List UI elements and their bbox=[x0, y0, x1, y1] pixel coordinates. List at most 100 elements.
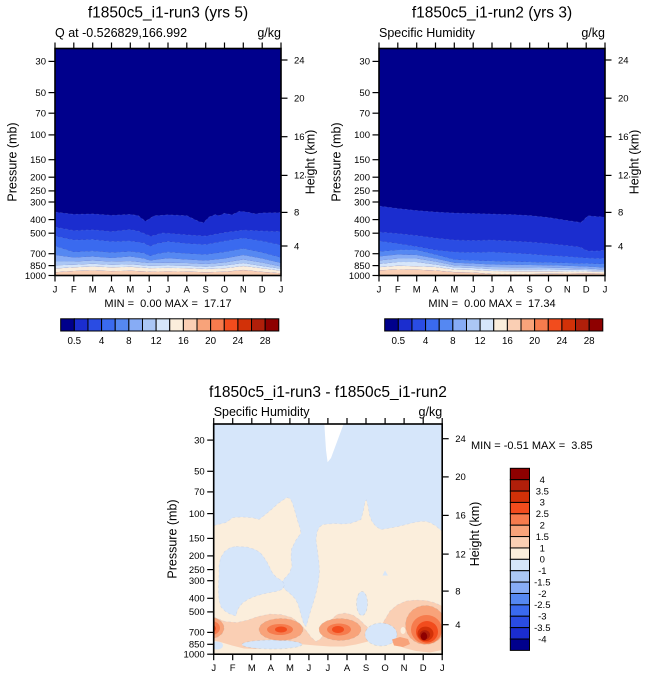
svg-text:O: O bbox=[221, 285, 228, 296]
svg-text:D: D bbox=[420, 663, 427, 674]
svg-text:J: J bbox=[53, 285, 58, 296]
svg-text:850: 850 bbox=[30, 261, 46, 272]
svg-text:F: F bbox=[230, 663, 236, 674]
svg-text:O: O bbox=[545, 285, 552, 296]
svg-text:Height (km): Height (km) bbox=[304, 130, 318, 195]
svg-text:A: A bbox=[508, 285, 515, 296]
svg-text:-2.5: -2.5 bbox=[534, 600, 550, 611]
svg-text:8: 8 bbox=[618, 208, 623, 219]
svg-text:J: J bbox=[440, 663, 445, 674]
svg-text:Specific Humidity: Specific Humidity bbox=[379, 26, 476, 40]
svg-text:700: 700 bbox=[354, 249, 370, 260]
svg-text:D: D bbox=[259, 285, 266, 296]
svg-text:-1.5: -1.5 bbox=[534, 577, 550, 588]
svg-text:300: 300 bbox=[354, 197, 370, 208]
svg-text:700: 700 bbox=[189, 628, 205, 639]
svg-text:8: 8 bbox=[294, 208, 299, 219]
svg-text:200: 200 bbox=[189, 551, 205, 562]
svg-text:M: M bbox=[126, 285, 134, 296]
svg-text:1000: 1000 bbox=[184, 650, 205, 661]
svg-text:4: 4 bbox=[455, 620, 460, 631]
svg-text:-3: -3 bbox=[538, 612, 546, 623]
svg-text:MIN = 0.00 MAX = 17.34: MIN = 0.00 MAX = 17.34 bbox=[428, 298, 555, 310]
svg-text:f1850c5_i1-run3 - f1850c5_i1-r: f1850c5_i1-run3 - f1850c5_i1-run2 bbox=[209, 384, 447, 401]
svg-text:-4: -4 bbox=[538, 634, 546, 645]
svg-text:30: 30 bbox=[359, 57, 370, 68]
svg-text:3: 3 bbox=[540, 498, 545, 509]
svg-text:2: 2 bbox=[540, 521, 545, 532]
svg-text:850: 850 bbox=[354, 261, 370, 272]
svg-text:O: O bbox=[381, 663, 388, 674]
svg-text:70: 70 bbox=[359, 109, 370, 120]
svg-text:250: 250 bbox=[189, 565, 205, 576]
svg-text:f1850c5_i1-run2 (yrs 3): f1850c5_i1-run2 (yrs 3) bbox=[412, 4, 572, 21]
svg-text:400: 400 bbox=[189, 594, 205, 605]
svg-text:M: M bbox=[286, 663, 294, 674]
svg-text:3.5: 3.5 bbox=[536, 486, 549, 497]
svg-text:16: 16 bbox=[455, 511, 466, 522]
svg-text:100: 100 bbox=[354, 130, 370, 141]
svg-text:M: M bbox=[450, 285, 458, 296]
svg-text:4: 4 bbox=[618, 241, 623, 252]
svg-text:12: 12 bbox=[455, 549, 466, 560]
svg-text:F: F bbox=[395, 285, 401, 296]
svg-text:0.5: 0.5 bbox=[67, 336, 81, 347]
svg-text:Height (km): Height (km) bbox=[628, 130, 642, 195]
svg-text:200: 200 bbox=[30, 173, 46, 184]
svg-text:4: 4 bbox=[294, 241, 299, 252]
svg-text:N: N bbox=[240, 285, 247, 296]
svg-text:J: J bbox=[603, 285, 608, 296]
svg-text:S: S bbox=[527, 285, 533, 296]
svg-text:30: 30 bbox=[194, 435, 205, 446]
svg-text:300: 300 bbox=[30, 197, 46, 208]
svg-text:70: 70 bbox=[194, 487, 205, 498]
svg-text:12: 12 bbox=[294, 171, 305, 182]
svg-text:-3.5: -3.5 bbox=[534, 623, 550, 634]
svg-text:500: 500 bbox=[354, 229, 370, 240]
svg-text:MIN = 0.00 MAX = 17.17: MIN = 0.00 MAX = 17.17 bbox=[104, 298, 231, 310]
svg-text:250: 250 bbox=[30, 186, 46, 197]
svg-text:-1: -1 bbox=[538, 566, 546, 577]
svg-text:12: 12 bbox=[475, 336, 486, 347]
svg-text:J: J bbox=[211, 663, 216, 674]
svg-text:M: M bbox=[413, 285, 421, 296]
svg-text:J: J bbox=[471, 285, 476, 296]
svg-text:8: 8 bbox=[450, 336, 456, 347]
svg-text:12: 12 bbox=[151, 336, 162, 347]
svg-text:850: 850 bbox=[189, 640, 205, 651]
svg-text:1: 1 bbox=[540, 543, 545, 554]
svg-text:50: 50 bbox=[359, 88, 370, 99]
svg-text:70: 70 bbox=[35, 109, 46, 120]
svg-text:200: 200 bbox=[354, 173, 370, 184]
svg-text:100: 100 bbox=[189, 509, 205, 520]
svg-text:16: 16 bbox=[294, 132, 305, 143]
svg-text:20: 20 bbox=[618, 94, 629, 105]
svg-text:Specific Humidity: Specific Humidity bbox=[214, 405, 311, 419]
svg-text:24: 24 bbox=[294, 55, 305, 66]
svg-text:A: A bbox=[184, 285, 191, 296]
svg-text:A: A bbox=[268, 663, 275, 674]
svg-text:20: 20 bbox=[455, 472, 466, 483]
svg-text:0.5: 0.5 bbox=[391, 336, 405, 347]
svg-text:1000: 1000 bbox=[349, 271, 370, 282]
svg-text:M: M bbox=[248, 663, 256, 674]
svg-text:Height (km): Height (km) bbox=[468, 502, 482, 567]
svg-text:100: 100 bbox=[30, 130, 46, 141]
svg-text:N: N bbox=[401, 663, 408, 674]
svg-text:Pressure (mb): Pressure (mb) bbox=[166, 499, 180, 578]
svg-text:20: 20 bbox=[529, 336, 540, 347]
svg-text:Pressure (mb): Pressure (mb) bbox=[330, 122, 344, 201]
svg-text:g/kg: g/kg bbox=[581, 26, 605, 40]
svg-text:F: F bbox=[71, 285, 77, 296]
svg-text:J: J bbox=[166, 285, 171, 296]
svg-text:f1850c5_i1-run3 (yrs 5): f1850c5_i1-run3 (yrs 5) bbox=[88, 4, 248, 21]
svg-text:400: 400 bbox=[354, 215, 370, 226]
svg-text:0: 0 bbox=[540, 555, 545, 566]
svg-text:30: 30 bbox=[35, 57, 46, 68]
svg-text:2.5: 2.5 bbox=[536, 509, 549, 520]
svg-text:4: 4 bbox=[423, 336, 429, 347]
svg-text:D: D bbox=[583, 285, 590, 296]
svg-text:24: 24 bbox=[618, 55, 629, 66]
svg-text:S: S bbox=[203, 285, 209, 296]
svg-text:500: 500 bbox=[30, 229, 46, 240]
